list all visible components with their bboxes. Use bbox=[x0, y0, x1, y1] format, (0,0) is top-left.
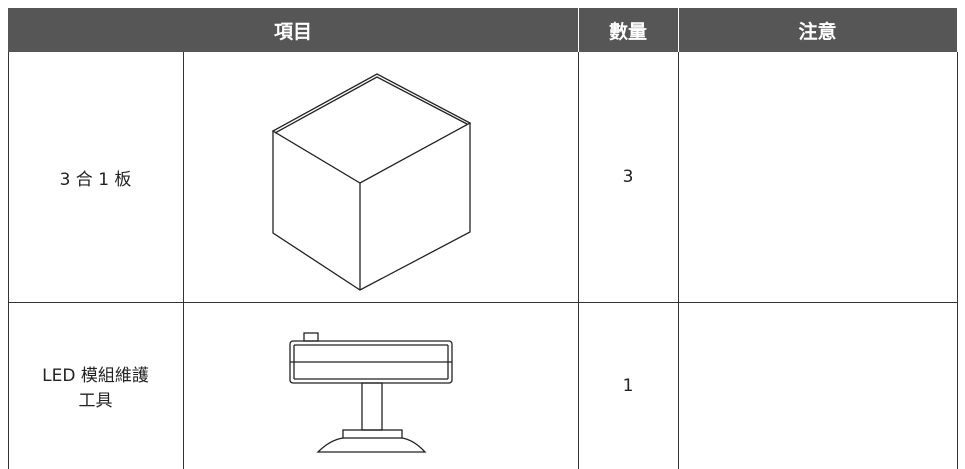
border bbox=[8, 302, 958, 303]
border bbox=[957, 52, 958, 469]
item-name: 3 合 1 板 bbox=[59, 169, 132, 190]
header-cell: 注意 bbox=[678, 8, 957, 52]
item-name: LED 模組維護工具 bbox=[8, 302, 183, 469]
border bbox=[578, 52, 579, 469]
border bbox=[678, 52, 679, 469]
border bbox=[183, 52, 184, 469]
border bbox=[8, 52, 9, 469]
header-cell: 數量 bbox=[578, 8, 678, 52]
quantity: 1 bbox=[622, 375, 634, 396]
tool-drawing bbox=[289, 332, 453, 453]
header-divider bbox=[678, 8, 679, 52]
item-name-text: LED 模組維護工具 bbox=[42, 365, 149, 411]
quantity: 3 bbox=[622, 167, 634, 187]
header-divider bbox=[578, 8, 579, 52]
header-cell: 項目 bbox=[8, 8, 578, 52]
cube-drawing bbox=[271, 73, 472, 291]
